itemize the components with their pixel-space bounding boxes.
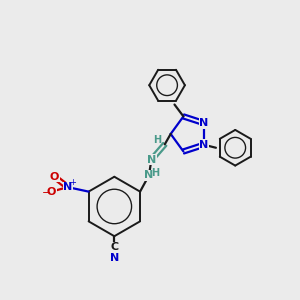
Text: O: O: [47, 187, 56, 196]
Text: −: −: [41, 188, 51, 198]
Text: +: +: [69, 178, 76, 187]
Text: N: N: [63, 182, 72, 192]
Text: O: O: [50, 172, 59, 182]
Text: H: H: [153, 135, 161, 145]
Text: N: N: [200, 118, 208, 128]
Text: N: N: [144, 170, 154, 180]
Text: N: N: [200, 140, 208, 150]
Text: N: N: [147, 155, 156, 165]
Text: N: N: [110, 253, 119, 262]
Text: H: H: [152, 168, 160, 178]
Text: C: C: [110, 242, 118, 253]
